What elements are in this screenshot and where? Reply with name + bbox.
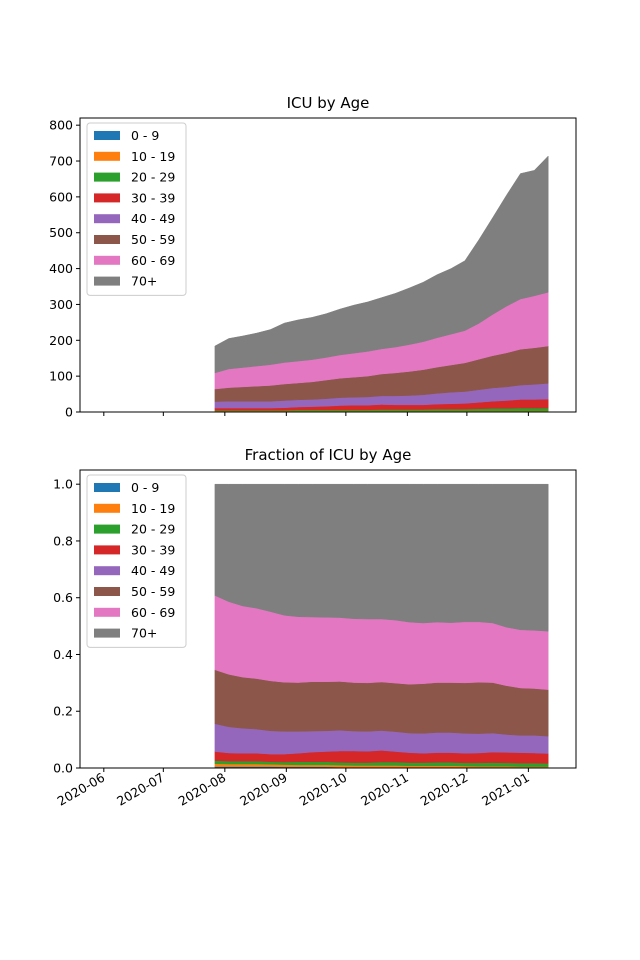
legend-swatch [94, 151, 120, 161]
legend-swatch [94, 193, 120, 203]
legend-swatch [94, 276, 120, 286]
legend-label: 40 - 49 [131, 211, 175, 226]
y-tick-label: 1.0 [53, 477, 73, 492]
legend-label: 60 - 69 [131, 253, 175, 268]
y-tick-label: 0.6 [53, 590, 73, 605]
area-series-70plus [214, 483, 549, 632]
legend-swatch [94, 587, 120, 596]
y-tick-label: 0.8 [53, 533, 73, 548]
legend-box [86, 474, 187, 648]
y-tick-label: 0.0 [53, 761, 73, 776]
legend-swatch [94, 255, 120, 265]
legend-swatch [94, 172, 120, 182]
axes-frame [79, 117, 577, 413]
legend-swatch [94, 628, 120, 638]
y-tick-label: 0.4 [53, 647, 73, 662]
legend-label: 0 - 9 [131, 480, 159, 495]
legend-label: 0 - 9 [131, 128, 159, 143]
y-tick-label: 200 [49, 333, 73, 348]
y-tick-label: 0 [65, 405, 73, 420]
y-tick-label: 400 [49, 261, 73, 276]
area-series-70plus [214, 155, 549, 374]
chart-title: Fraction of ICU by Age [245, 446, 412, 464]
legend-label: 30 - 39 [131, 190, 175, 205]
legend-swatch [94, 545, 120, 555]
legend-label: 10 - 19 [131, 149, 175, 164]
y-tick-label: 800 [49, 118, 73, 133]
y-tick-label: 700 [49, 154, 73, 169]
legend-swatch [94, 503, 120, 513]
legend-label: 20 - 29 [131, 522, 175, 537]
legend-label: 70+ [131, 274, 157, 289]
legend-swatch [94, 566, 120, 576]
chart-title: ICU by Age [287, 94, 370, 112]
legend-label: 30 - 39 [131, 542, 175, 557]
legend-label: 70+ [131, 626, 157, 641]
legend-label: 40 - 49 [131, 563, 175, 578]
legend-label: 10 - 19 [131, 501, 175, 516]
y-tick-label: 100 [49, 369, 73, 384]
legend-swatch [94, 131, 120, 140]
axes-frame [79, 469, 577, 769]
legend-swatch [94, 214, 120, 224]
legend-label: 60 - 69 [131, 605, 175, 620]
y-tick-label: 500 [49, 225, 73, 240]
legend-label: 50 - 59 [131, 584, 175, 599]
legend-swatch [94, 483, 120, 492]
legend-swatch [94, 524, 120, 534]
y-tick-label: 600 [49, 189, 73, 204]
y-tick-label: 0.2 [53, 704, 73, 719]
legend-box [86, 122, 187, 296]
legend-swatch [94, 235, 120, 244]
legend-swatch [94, 607, 120, 617]
legend-label: 50 - 59 [131, 232, 175, 247]
icu-by-age-chart: ICU by Age 0 100 200 300 400 500 600 700 800 0 - 9… [49, 94, 577, 420]
legend-label: 20 - 29 [131, 170, 175, 185]
y-tick-label: 300 [49, 297, 73, 312]
